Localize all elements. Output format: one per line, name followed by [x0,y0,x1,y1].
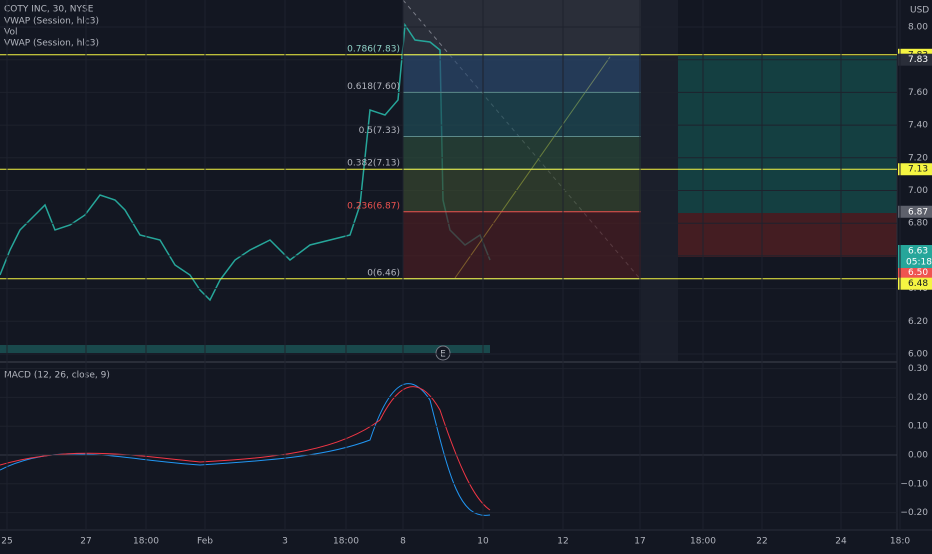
time-tick-label: 17 [634,537,645,547]
macd-tick-label: 0.10 [908,422,928,432]
time-tick-label: 3 [282,537,288,547]
price-tick-label: 8.00 [908,23,928,33]
fib-label: 0.618(7.60) [347,82,400,92]
time-tick-label: 18:0 [890,537,910,547]
price-badge-label: 6.63 [908,246,928,256]
fib-band [403,211,641,279]
timer-badge [898,255,932,268]
price-badge [898,277,932,290]
time-tick-label: 24 [835,537,847,547]
fib-label: 0.786(7.83) [347,44,400,54]
indicator: Vol [4,28,17,38]
fib-band [403,169,641,212]
fib-band [403,54,641,93]
fib-band [403,92,641,137]
time-tick-label: 12 [557,537,568,547]
time-tick-label: 10 [477,537,489,547]
price-badge [898,163,932,176]
price-badge [898,266,932,279]
price-badge-label: 7.83 [908,55,928,65]
fib-band [403,136,641,170]
symbol: COTY INC, 30, NYSE [4,5,94,15]
price-badge-label: 7.13 [908,165,928,175]
macd-tick-label: 0.30 [908,364,928,374]
indicator: VWAP (Session, hlc3) [4,17,99,27]
time-tick-label: 18:00 [333,537,359,547]
macd-title: MACD (12, 26, close, 9) [4,371,110,381]
price-tick-label: 7.60 [908,88,928,98]
price-badge [898,244,932,257]
price-tick-label: 6.80 [908,219,928,229]
price-tick-label: 6.20 [908,317,928,327]
time-tick-label: 18:00 [690,537,716,547]
macd-tick-label: 0.20 [908,393,928,403]
price-badge [898,205,932,218]
time-tick-label: 22 [756,537,767,547]
price-badge-label: 6.50 [908,268,928,278]
timer: 05:18 [906,257,932,267]
macd-tick-label: −0.20 [900,508,928,518]
time-tick-label: Feb [197,537,213,547]
price-badge [898,53,932,66]
fib-label: 0.5(7.33) [359,126,400,136]
indicator: VWAP (Session, hlc3) [4,39,99,49]
fib-label: 0(6.46) [367,268,400,278]
time-tick-label: 8 [400,537,406,547]
currency: USD [910,6,929,16]
macd-tick-label: 0.00 [908,451,928,461]
price-tick-label: 7.00 [908,186,928,196]
price-badge-label: 6.48 [908,279,928,289]
fib-label: 0.236(6.87) [347,201,400,211]
earnings-icon[interactable] [435,345,451,361]
price-badge-label: 6.87 [908,207,928,217]
price-tick-label: 7.20 [908,153,928,163]
price-tick-label: 7.40 [908,121,928,131]
time-tick-label: 18:00 [133,537,159,547]
fib-label: 0.382(7.13) [347,159,400,169]
time-tick-label: 25 [1,537,12,547]
price-tick-label: 6.00 [908,350,928,360]
time-tick-label: 27 [80,537,91,547]
macd-tick-label: −0.10 [900,479,928,489]
